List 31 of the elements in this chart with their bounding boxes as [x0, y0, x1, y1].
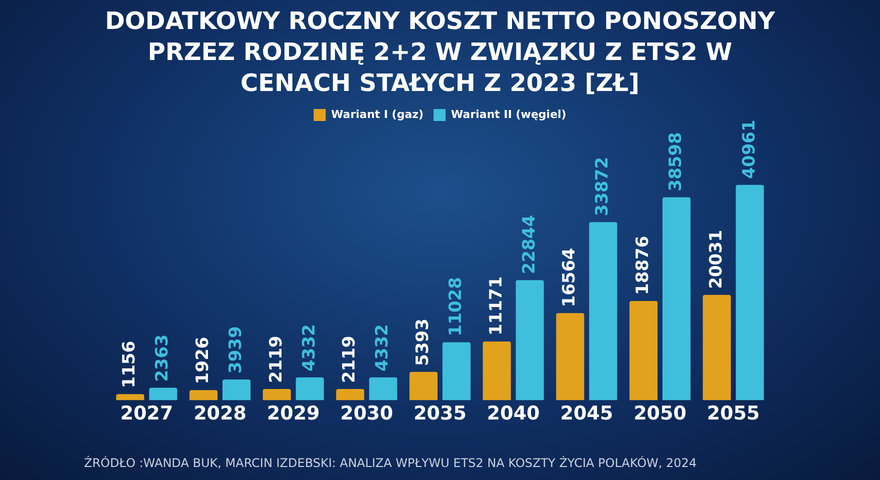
- data-label: 5393: [412, 318, 433, 366]
- x-tick-label: 2040: [486, 402, 540, 425]
- data-label: 1926: [192, 336, 213, 384]
- x-tick-label: 2050: [634, 402, 686, 425]
- x-tick-label: 2035: [414, 402, 466, 425]
- data-label: 2363: [152, 334, 173, 382]
- data-label: 38598: [666, 132, 686, 192]
- data-label: 2119: [340, 336, 360, 384]
- data-label: 4332: [372, 324, 393, 372]
- legend-label: Wariant II (węgiel): [451, 108, 566, 121]
- x-tick-label: 2055: [706, 402, 760, 425]
- data-label: 18876: [632, 236, 653, 295]
- x-tick-label: 2029: [266, 402, 320, 425]
- data-label: 2119: [266, 336, 286, 384]
- x-tick-label: 2030: [340, 402, 394, 425]
- legend-label: Wariant I (gaz): [331, 108, 424, 121]
- x-tick-label: 2045: [560, 402, 614, 425]
- data-label: 11171: [486, 276, 506, 336]
- chart-title: DODATKOWY ROCZNY KOSZT NETTO PONOSZONY PRZEZ RODZINĘ 2+2 W ZWIĄZKU Z ETS2 W CENACH STAŁYCH Z 2023 [ZŁ]: [104, 6, 776, 99]
- data-label: 3939: [226, 326, 246, 374]
- x-tick-label: 2027: [120, 402, 174, 425]
- data-label: 11028: [446, 277, 466, 336]
- data-label: 22844: [519, 214, 540, 274]
- x-tick-label: 2028: [194, 402, 246, 425]
- data-label: 4332: [299, 324, 320, 372]
- data-label: 33872: [592, 156, 613, 216]
- data-label: 40961: [739, 120, 760, 179]
- data-label: 1156: [120, 340, 140, 388]
- text: ŹRÓDŁO :WANDA BUK, MARCIN IZDEBSKI: ANALIZA WPŁYWU ETS2 NA KOSZTY ŻYCIA POLAKÓW, 2024: [84, 456, 697, 470]
- data-label: 20031: [706, 230, 726, 289]
- data-label: 16564: [560, 248, 580, 308]
